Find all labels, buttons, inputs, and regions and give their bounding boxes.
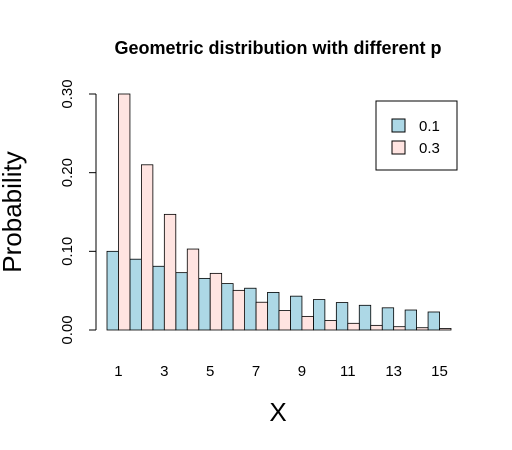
bar-p0.3-x14 [416,327,429,331]
bar-p0.3-x2 [140,164,154,331]
bar-p0.1-x11 [335,302,349,331]
bar-p0.3-x9 [301,315,314,331]
bar-p0.1-x1 [106,250,119,331]
legend-swatch-1 [391,140,406,155]
bar-p0.1-x2 [129,258,142,331]
bar-p0.3-x11 [347,322,360,331]
chart-title: Geometric distribution with different p [114,38,441,58]
bar-p0.1-x7 [244,287,257,331]
bar-p0.3-x3 [163,213,177,331]
legend-box [375,100,458,171]
y-tick-label-1: 0.10 [59,237,76,266]
bar-p0.1-x13 [381,307,395,331]
bar-p0.3-x7 [255,301,268,331]
bar-p0.1-x10 [312,299,326,331]
x-tick-label-13: 13 [385,363,402,380]
bar-p0.3-x6 [232,289,246,331]
x-tick-label-15: 15 [431,363,448,380]
bar-p0.3-x1 [118,93,131,331]
bar-p0.1-x6 [221,283,234,331]
legend-swatch-0 [391,118,406,133]
y-tick-label-2: 0.20 [59,158,76,187]
bar-p0.3-x4 [186,248,200,331]
bar-p0.3-x15 [439,328,452,331]
bar-p0.1-x4 [175,272,188,331]
bar-p0.3-x12 [370,324,383,331]
bar-p0.1-x9 [290,295,303,331]
x-tick-label-5: 5 [206,363,214,380]
x-tick-label-3: 3 [160,363,168,380]
x-tick-label-11: 11 [340,363,356,380]
bar-p0.1-x5 [198,277,211,331]
bar-p0.3-x8 [278,310,291,331]
bar-p0.1-x12 [358,304,372,331]
legend-label-1: 0.3 [419,140,440,157]
y-axis-label: Probability [0,151,27,272]
bar-p0.1-x8 [267,291,280,331]
legend: 0.1 0.3 [375,100,458,171]
bar-p0.3-x13 [393,326,406,331]
bar-p0.3-x10 [324,320,337,331]
bar-p0.3-x5 [209,272,223,331]
x-tick-label-7: 7 [252,363,260,380]
bar-p0.1-x3 [152,265,165,331]
y-tick-label-0: 0.00 [59,315,76,344]
x-tick-label-9: 9 [298,363,306,380]
x-axis-tick-labels: 1 3 5 7 9 11 13 15 [114,363,448,380]
x-tick-label-1: 1 [114,363,122,380]
bar-p0.1-x15 [427,311,440,331]
bars [106,93,452,331]
x-axis-label: X [269,397,286,427]
y-axis: 0.00 0.10 0.20 0.30 [59,79,97,345]
bar-p0.1-x14 [404,309,418,331]
legend-label-0: 0.1 [419,118,440,135]
y-tick-label-3: 0.30 [59,79,76,108]
